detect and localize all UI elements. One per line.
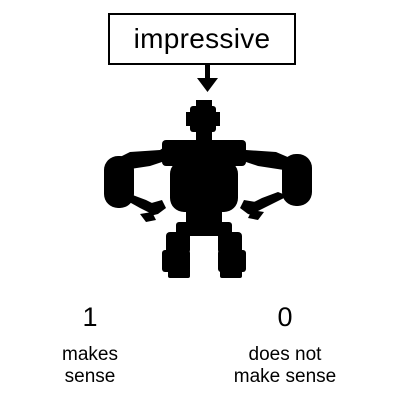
option-label-line-1: makes [62,344,118,365]
option-does-not-make-sense: 0 does not make sense [215,302,355,388]
word-box: impressive [108,13,296,65]
option-label-line-1: does not [248,344,322,365]
option-value: 0 [277,302,293,332]
option-value: 1 [82,302,98,332]
option-makes-sense: 1 makes sense [40,302,140,388]
prompt-word: impressive [133,23,271,54]
option-label-line-2: sense [64,366,116,387]
option-label-line-2: make sense [233,366,337,387]
